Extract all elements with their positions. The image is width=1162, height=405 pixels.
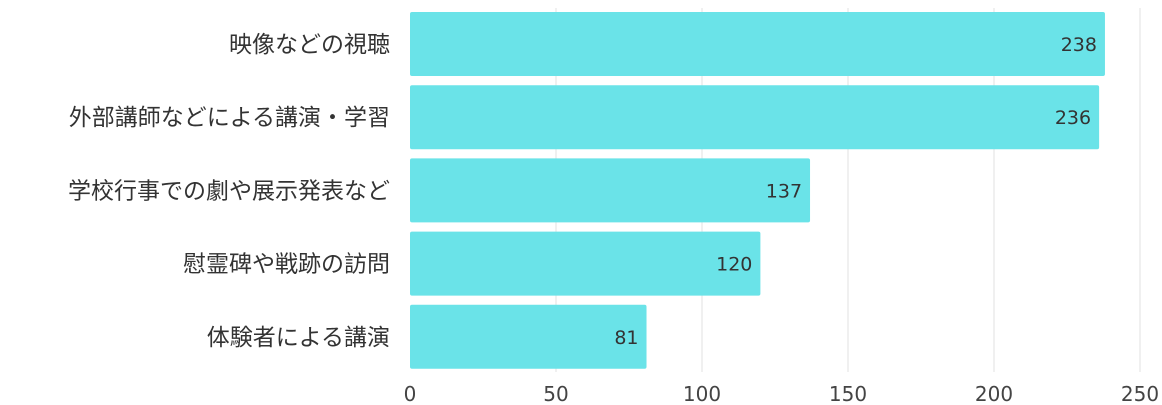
bar (410, 304, 647, 369)
category-label: 映像などの視聴 (229, 32, 390, 58)
category-label: 体験者による講演 (207, 325, 390, 351)
category-label: 学校行事での劇や展示発表など (68, 178, 390, 204)
data-label: 137 (766, 180, 802, 202)
category-label: 外部講師などによる講演・学習 (69, 105, 390, 131)
x-tick-label: 100 (683, 382, 721, 405)
bar (410, 231, 761, 296)
bar (410, 158, 811, 223)
data-label: 236 (1055, 107, 1091, 129)
bar (410, 85, 1100, 150)
data-label: 81 (614, 327, 638, 349)
x-tick-label: 50 (543, 382, 568, 405)
bars (410, 12, 1105, 369)
data-label: 120 (716, 254, 752, 276)
x-tick-label: 150 (829, 382, 867, 405)
category-label: 慰霊碑や戦跡の訪問 (183, 252, 390, 278)
x-tick-label: 0 (404, 382, 417, 405)
x-axis-tick-labels: 0 50 100 150 200 250 (404, 382, 1159, 405)
data-labels: 238 236 137 120 81 (614, 34, 1097, 349)
data-label: 238 (1061, 34, 1097, 56)
bar (410, 12, 1105, 76)
x-tick-label: 250 (1121, 382, 1159, 405)
category-labels: 映像などの視聴外部講師などによる講演・学習学校行事での劇や展示発表など慰霊碑や戦… (68, 32, 390, 351)
x-tick-label: 200 (975, 382, 1013, 405)
